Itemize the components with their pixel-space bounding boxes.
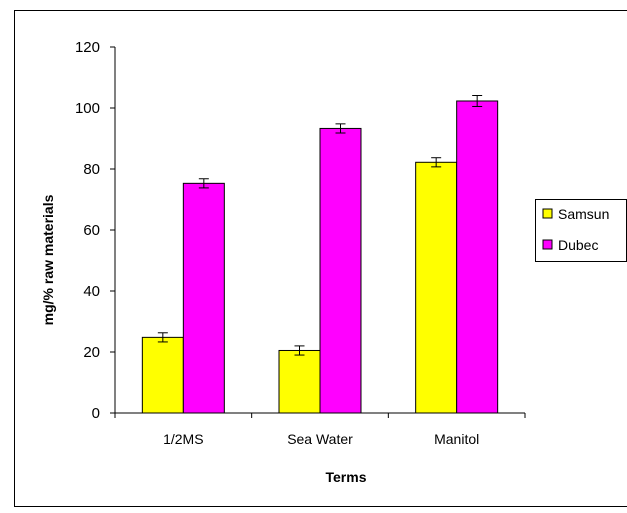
- x-category-label: Sea Water: [287, 431, 353, 447]
- bar-samsun: [279, 350, 320, 413]
- y-tick-label: 60: [83, 222, 100, 239]
- x-category-label: 1/2MS: [163, 431, 203, 447]
- x-category-label: Manitol: [434, 431, 479, 447]
- legend-label-dubec: Dubec: [558, 237, 598, 253]
- y-tick-label: 120: [75, 39, 100, 56]
- y-tick-label: 80: [83, 161, 100, 178]
- legend-swatch-dubec: [543, 240, 552, 249]
- y-tick-label: 40: [83, 283, 100, 300]
- bar-samsun: [142, 337, 183, 413]
- x-axis-title: Terms: [326, 469, 367, 485]
- legend-swatch-samsun: [543, 209, 552, 218]
- bar-dubec: [183, 183, 224, 413]
- legend-label-samsun: Samsun: [558, 206, 609, 222]
- y-tick-label: 0: [92, 405, 100, 422]
- y-tick-label: 20: [83, 344, 100, 361]
- bar-dubec: [320, 128, 361, 413]
- bar-samsun: [416, 162, 457, 413]
- bar-dubec: [457, 101, 498, 413]
- y-tick-label: 100: [75, 100, 100, 117]
- y-axis-title: mg/% raw materials: [40, 194, 56, 325]
- legend: Samsun Dubec: [536, 200, 627, 262]
